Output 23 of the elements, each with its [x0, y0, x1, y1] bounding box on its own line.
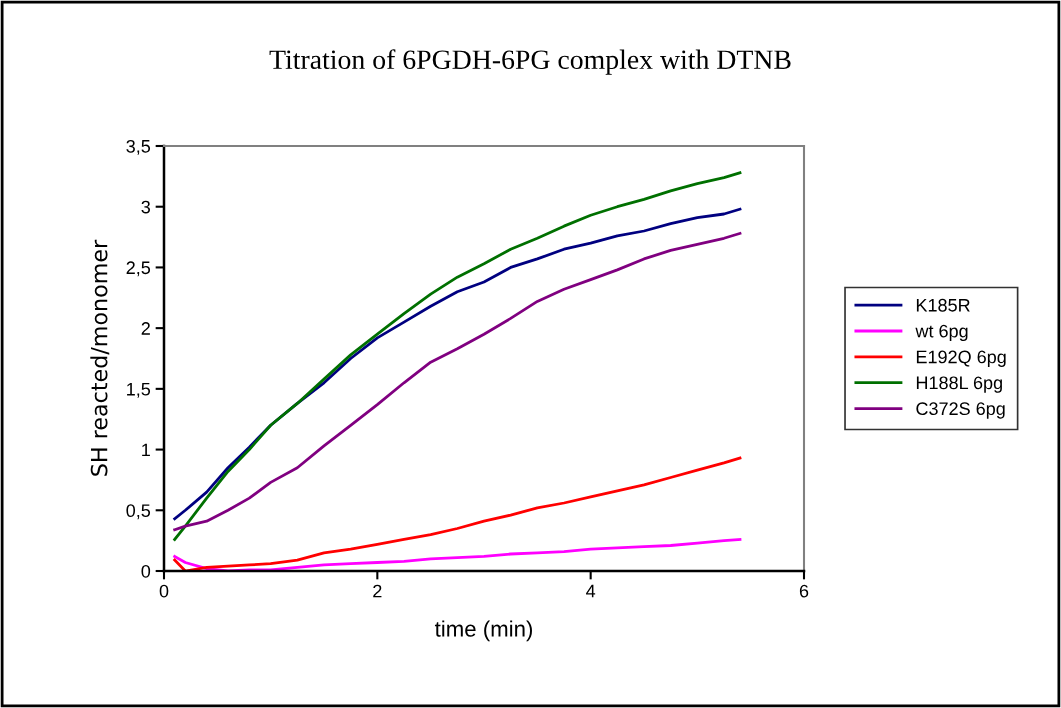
y-tick-label: 2,5: [126, 261, 151, 277]
x-tick-label: 6: [799, 584, 809, 598]
legend-label: K185R: [916, 298, 970, 312]
legend-label: E192Q 6pg: [916, 350, 1006, 367]
y-axis-title: SH reacted/monomer: [90, 239, 110, 476]
y-tick-label: 0: [141, 564, 151, 578]
line-series: [173, 456, 742, 571]
line-series: [173, 538, 742, 571]
x-tick-label: 0: [159, 584, 169, 598]
legend-label: wt 6pg: [915, 324, 968, 342]
y-tick-label: 2: [141, 322, 150, 335]
x-tick-label: 2: [373, 584, 382, 598]
legend-label: C372S 6pg: [916, 402, 1005, 419]
line-series: [173, 171, 742, 541]
x-tick-label: 4: [586, 584, 596, 598]
chart-title: Titration of 6PGDH-6PG complex with DTNB: [269, 49, 791, 75]
y-tick-label: 0,5: [126, 504, 151, 520]
y-tick-label: 3: [141, 200, 151, 214]
y-tick-label: 3,5: [126, 139, 151, 155]
y-tick-label: 1,5: [127, 382, 151, 398]
y-tick-label: 1: [142, 443, 150, 457]
legend-label: H188L 6pg: [916, 376, 1002, 393]
x-axis-title: time (min): [434, 620, 533, 642]
